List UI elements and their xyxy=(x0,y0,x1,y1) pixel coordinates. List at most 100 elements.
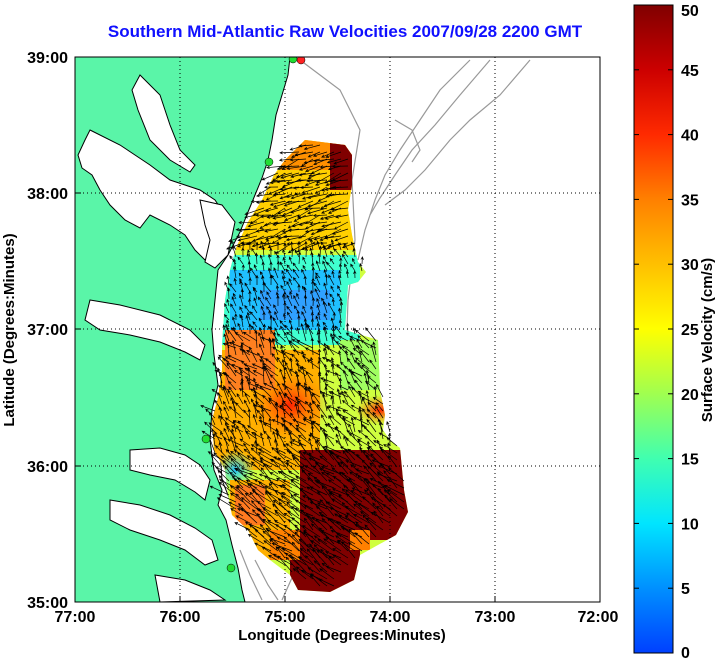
y-tick-label: 37:00 xyxy=(27,322,68,339)
velocity-arrow xyxy=(295,373,300,391)
velocity-arrow xyxy=(296,292,300,300)
velocity-arrow xyxy=(351,241,356,251)
velocity-arrow xyxy=(321,221,342,228)
velocity-arrow xyxy=(289,357,293,370)
velocity-arrow xyxy=(222,357,237,370)
velocity-arrow xyxy=(250,461,265,475)
velocity-arrow xyxy=(254,529,272,545)
station-marker xyxy=(288,57,298,64)
velocity-arrow xyxy=(330,317,335,328)
velocity-arrow xyxy=(285,179,307,185)
velocity-arrow xyxy=(362,397,370,412)
velocity-arrow xyxy=(231,245,237,258)
velocity-arrow xyxy=(317,403,328,419)
velocity-arrow xyxy=(328,556,342,566)
velocity-arrow xyxy=(297,200,314,208)
velocity-arrow xyxy=(346,493,363,510)
velocity-arrow xyxy=(362,450,377,461)
velocity-arrow xyxy=(285,193,300,199)
velocity-arrow xyxy=(335,535,349,545)
velocity-arrow xyxy=(257,296,265,307)
velocity-arrow xyxy=(318,468,335,475)
velocity-arrow xyxy=(353,270,357,279)
velocity-arrow xyxy=(305,555,321,573)
colorbar-tick-label: 35 xyxy=(681,192,699,209)
velocity-arrow xyxy=(260,305,265,314)
velocity-arrow xyxy=(294,151,314,157)
velocity-arrow xyxy=(343,484,356,496)
velocity-arrow xyxy=(357,502,377,517)
velocity-arrow xyxy=(351,487,370,496)
velocity-arrow xyxy=(332,185,349,190)
velocity-arrow xyxy=(285,427,300,440)
velocity-arrow xyxy=(208,422,223,433)
velocity-arrow xyxy=(235,486,251,503)
velocity-arrow xyxy=(331,298,335,307)
velocity-arrow xyxy=(292,419,307,426)
velocity-arrow xyxy=(331,270,335,279)
velocity-arrow xyxy=(262,530,279,545)
velocity-arrow xyxy=(239,306,244,314)
x-axis: 77:00 76:00 75:00 74:00 73:00 72:00 Long… xyxy=(55,596,619,644)
velocity-arrow xyxy=(238,387,251,398)
velocity-arrow xyxy=(283,536,300,552)
velocity-arrow xyxy=(278,158,293,162)
velocity-arrow xyxy=(345,489,363,503)
velocity-arrow xyxy=(252,377,258,391)
velocity-arrow xyxy=(310,540,328,552)
velocity-arrow xyxy=(260,199,279,203)
velocity-arrow xyxy=(249,311,258,321)
velocity-arrow xyxy=(216,497,237,510)
velocity-arrow xyxy=(337,285,342,293)
velocity-arrow xyxy=(284,331,293,349)
velocity-arrow xyxy=(243,442,251,454)
velocity-arrow xyxy=(317,538,335,552)
velocity-arrow xyxy=(261,546,279,559)
velocity-arrow xyxy=(303,517,314,531)
velocity-arrow xyxy=(286,281,293,293)
y-axis: 39:00 38:00 37:00 36:00 35:00 Latitude (… xyxy=(1,50,81,612)
velocity-arrow xyxy=(338,319,343,328)
velocity-arrow xyxy=(283,234,300,239)
velocity-arrow xyxy=(273,331,279,349)
velocity-arrow xyxy=(266,529,286,538)
velocity-arrow xyxy=(291,556,307,573)
x-tick-label: 76:00 xyxy=(160,609,201,626)
velocity-arrow xyxy=(254,252,259,265)
velocity-arrow xyxy=(356,338,363,349)
velocity-arrow xyxy=(286,448,300,461)
velocity-arrow xyxy=(222,371,237,384)
velocity-arrow xyxy=(307,200,328,208)
velocity-arrow xyxy=(313,282,321,293)
velocity-arrow xyxy=(303,158,321,165)
velocity-arrow xyxy=(310,337,314,356)
velocity-arrow xyxy=(304,400,314,412)
velocity-arrow xyxy=(276,429,286,447)
velocity-arrow xyxy=(248,473,265,482)
velocity-arrow xyxy=(331,228,349,235)
velocity-arrow xyxy=(274,448,286,454)
velocity-arrow xyxy=(230,450,244,461)
velocity-arrow xyxy=(367,375,377,384)
velocity-arrow xyxy=(303,529,321,545)
velocity-arrow xyxy=(291,338,307,349)
velocity-arrow xyxy=(341,399,356,412)
velocity-arrow xyxy=(306,179,328,183)
velocity-arrow xyxy=(288,256,293,265)
velocity-arrow xyxy=(307,151,321,158)
velocity-arrow xyxy=(276,536,293,545)
velocity-arrow xyxy=(294,402,300,419)
velocity-arrow xyxy=(257,452,272,461)
velocity-arrow xyxy=(290,172,307,179)
velocity-arrow xyxy=(293,294,300,307)
velocity-arrow xyxy=(251,490,272,503)
velocity-arrow xyxy=(220,416,230,426)
velocity-arrow xyxy=(333,158,349,165)
velocity-arrow xyxy=(320,426,328,440)
velocity-arrow xyxy=(227,438,244,447)
velocity-arrow xyxy=(272,214,293,220)
velocity-arrow xyxy=(328,179,349,183)
velocity-arrow xyxy=(347,542,363,552)
velocity-arrow xyxy=(295,363,307,370)
velocity-arrow xyxy=(310,305,314,314)
